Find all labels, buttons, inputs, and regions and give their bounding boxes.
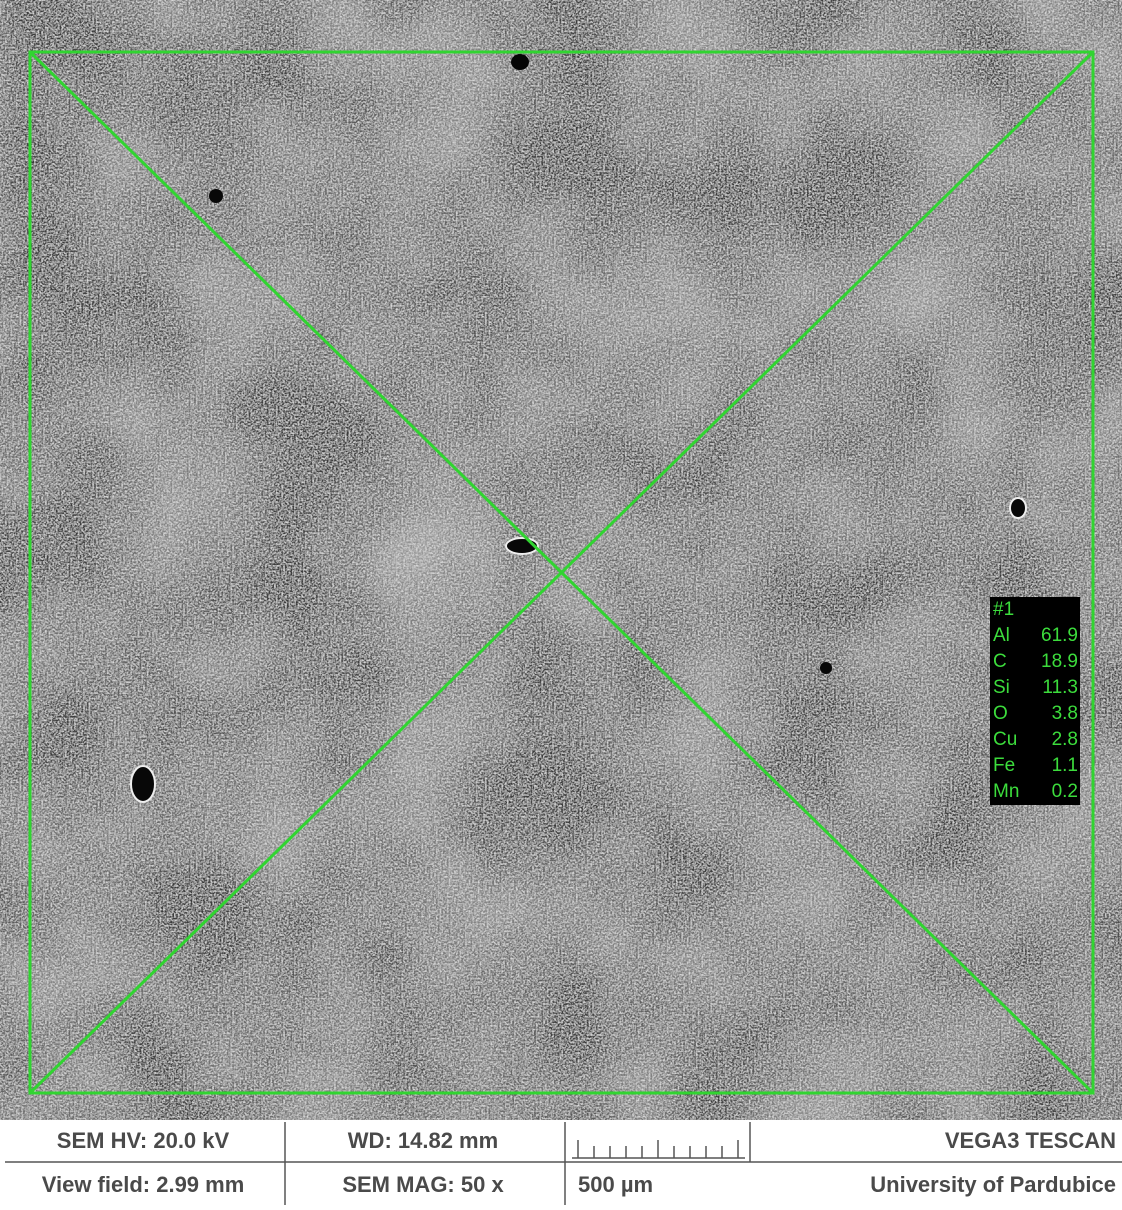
element-symbol: Fe — [993, 755, 1015, 776]
scale-label: 500 µm — [578, 1172, 653, 1197]
spectrum-label: #1 — [993, 599, 1014, 620]
element-value: 1.1 — [1052, 755, 1078, 776]
composition-panel: #1 Al 61.9 C 18.9 Si 11.3 O 3.8 Cu 2.8 Fe 1.1 Mn 0.2 — [990, 597, 1080, 805]
element-symbol: C — [993, 651, 1007, 672]
element-symbol: Si — [993, 677, 1010, 698]
micrograph — [0, 0, 1122, 1120]
element-symbol: Al — [993, 625, 1010, 646]
element-symbol: O — [993, 703, 1008, 724]
element-value: 18.9 — [1041, 651, 1078, 672]
element-value: 0.2 — [1052, 781, 1078, 802]
element-value: 11.3 — [1042, 677, 1078, 698]
element-value: 3.8 — [1052, 703, 1078, 724]
magnification: SEM MAG: 50 x — [342, 1172, 504, 1197]
sem-screen: #1 Al61.9C18.9Si11.3O3.8Cu2.8Fe1.1Mn0.2 … — [0, 0, 1122, 1205]
instrument: VEGA3 TESCAN — [945, 1128, 1116, 1153]
element-symbol: Mn — [993, 781, 1019, 802]
hv: SEM HV: 20.0 kV — [57, 1128, 230, 1153]
element-symbol: Cu — [993, 729, 1017, 750]
info-bar: SEM HV: 20.0 kV WD: 14.82 mm VEGA3 TESCA… — [0, 1120, 1122, 1205]
view-field: View field: 2.99 mm — [42, 1172, 245, 1197]
wd: WD: 14.82 mm — [348, 1128, 498, 1153]
element-value: 61.9 — [1041, 625, 1078, 646]
institution: University of Pardubice — [870, 1172, 1116, 1197]
element-value: 2.8 — [1052, 729, 1078, 750]
